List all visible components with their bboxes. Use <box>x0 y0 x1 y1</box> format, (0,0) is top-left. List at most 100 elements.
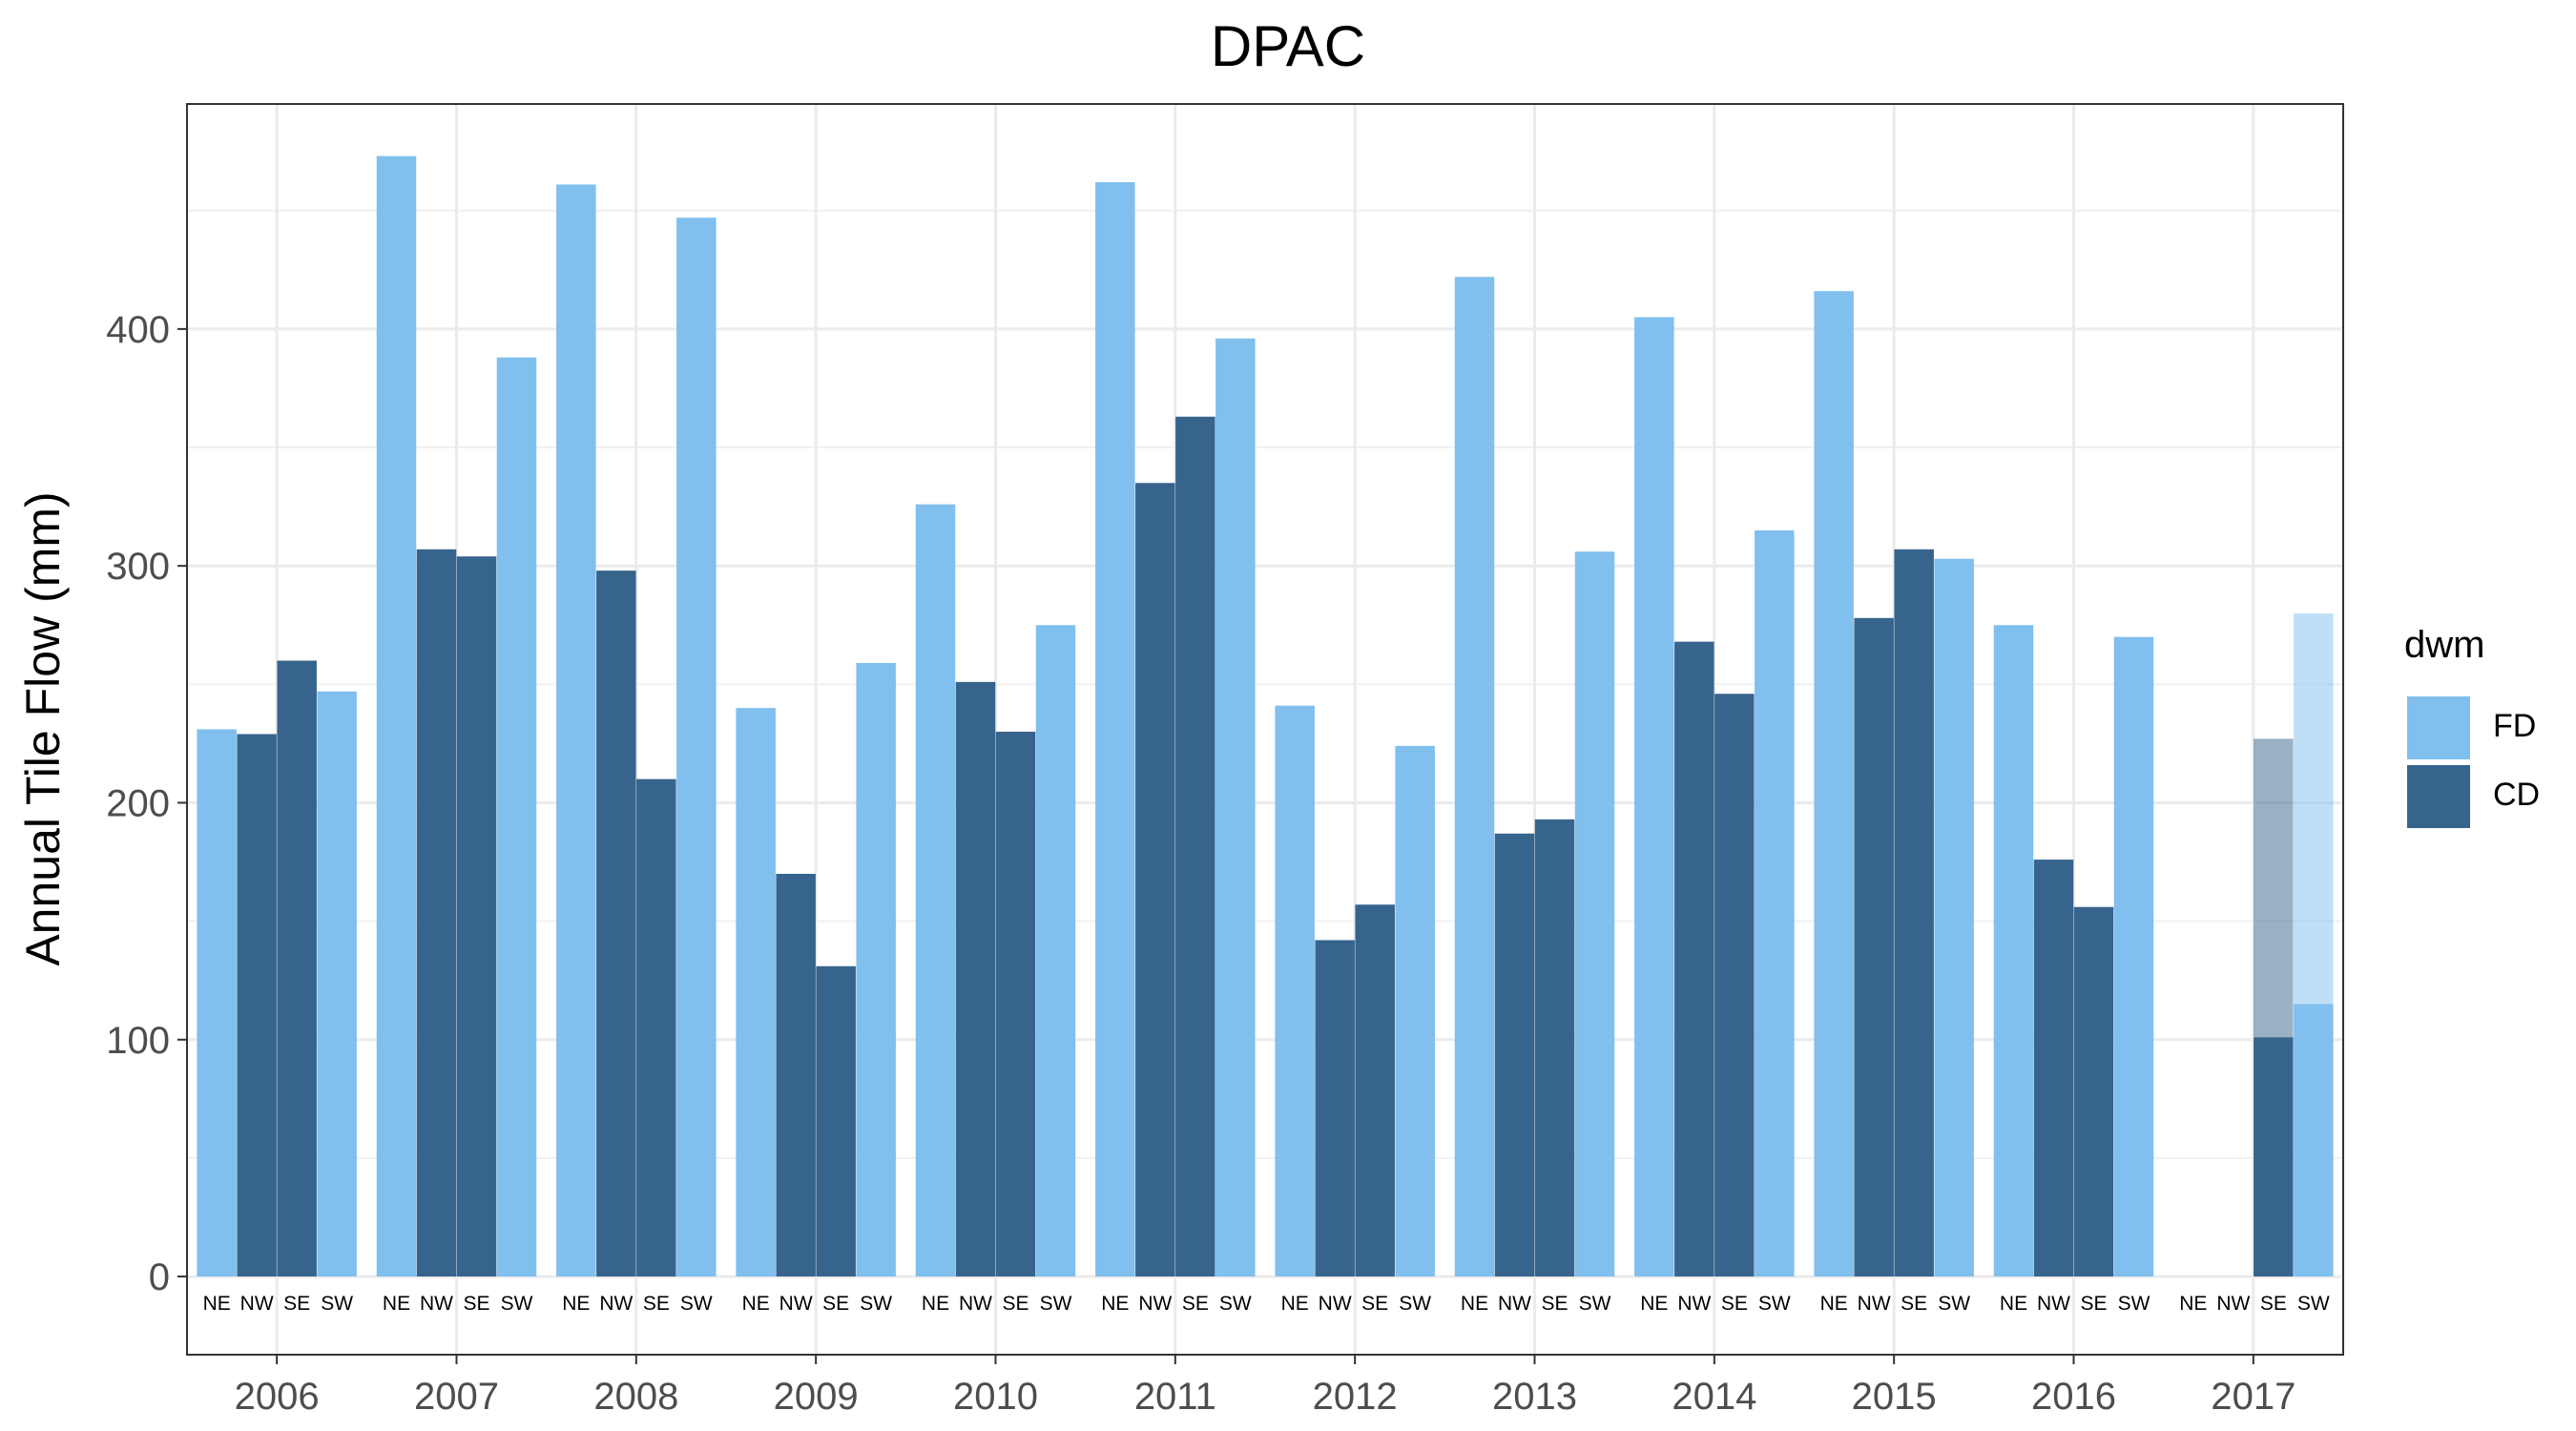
x-tick-label: 2017 <box>2211 1376 2296 1418</box>
site-label: NW <box>240 1293 274 1315</box>
site-label: NE <box>922 1293 949 1315</box>
y-tick-label: 200 <box>106 782 170 824</box>
bar-2015-ne <box>1814 291 1854 1277</box>
bar-2011-sw <box>1215 338 1256 1277</box>
site-label: NW <box>2037 1293 2070 1315</box>
x-tick-label: 2009 <box>774 1376 859 1418</box>
site-label: SE <box>2260 1293 2287 1315</box>
site-label: SW <box>1219 1293 1252 1315</box>
x-tick-label: 2016 <box>2031 1376 2116 1418</box>
site-label: SW <box>1579 1293 1611 1315</box>
bar-2008-nw <box>596 570 636 1277</box>
site-label: SW <box>860 1293 892 1315</box>
site-label: SW <box>1938 1293 1970 1315</box>
bar-2009-ne <box>736 708 776 1277</box>
site-label: NW <box>1138 1293 1172 1315</box>
site-label: NE <box>383 1293 410 1315</box>
site-label: SE <box>463 1293 489 1315</box>
bar-2009-nw <box>776 873 816 1277</box>
x-tick-label: 2015 <box>1852 1376 1937 1418</box>
y-tick-label: 400 <box>106 309 170 351</box>
axes: 0 100 200 300 400 2006 2007 2008 2009 2010 2011 201… <box>106 309 2296 1418</box>
site-label: SW <box>1040 1293 1072 1315</box>
bar-2012-se <box>1355 904 1395 1277</box>
site-label: NE <box>1281 1293 1309 1315</box>
bar-2007-nw <box>416 549 457 1277</box>
chart-title: DPAC <box>1210 14 1366 78</box>
bar-2016-sw <box>2113 636 2154 1277</box>
site-label: SW <box>1399 1293 1431 1315</box>
site-label: NE <box>2000 1293 2027 1315</box>
site-label: NE <box>1640 1293 1668 1315</box>
panel-border <box>186 103 2344 1356</box>
bar-2015-nw <box>1854 617 1894 1277</box>
bar-2006-nw <box>237 734 277 1277</box>
bar-2009-se <box>816 965 856 1277</box>
bar-2010-se <box>995 731 1036 1277</box>
site-label: NW <box>959 1293 992 1315</box>
site-label: NW <box>1498 1293 1531 1315</box>
site-label: NW <box>1319 1293 1352 1315</box>
site-label: SE <box>643 1293 670 1315</box>
bar-2008-se <box>636 778 676 1277</box>
bar-2008-ne <box>556 184 596 1277</box>
y-tick-label: 300 <box>106 546 170 588</box>
site-label: NW <box>1858 1293 1891 1315</box>
legend-key-fd <box>2407 696 2470 759</box>
bar-2011-nw <box>1135 483 1175 1277</box>
bar-2014-ne <box>1634 317 1674 1277</box>
bar-2006-sw <box>317 691 357 1277</box>
bar-2011-se <box>1175 416 1215 1277</box>
bar-2016-nw <box>2033 860 2074 1277</box>
bar-2017-sw <box>2294 1004 2334 1277</box>
grid-lines <box>187 104 2343 1355</box>
site-label: NE <box>1820 1293 1848 1315</box>
legend-title: dwm <box>2404 624 2485 666</box>
site-label: NW <box>1677 1293 1711 1315</box>
y-tick-label: 0 <box>149 1256 170 1298</box>
bar-2012-nw <box>1315 940 1355 1277</box>
site-label: SE <box>2080 1293 2107 1315</box>
bar-2006-se <box>277 660 317 1277</box>
bar-2015-se <box>1894 549 1934 1277</box>
bar-2006-ne <box>197 729 237 1277</box>
site-label: SW <box>2118 1293 2150 1315</box>
bar-2017-sw-faded <box>2294 612 2334 1005</box>
bar-2013-nw <box>1494 833 1535 1277</box>
bar-2011-ne <box>1095 181 1135 1277</box>
x-tick-label: 2006 <box>235 1376 320 1418</box>
x-tick-label: 2007 <box>414 1376 499 1418</box>
bar-2007-se <box>456 556 497 1277</box>
site-label: SW <box>680 1293 713 1315</box>
bar-2012-sw <box>1395 745 1435 1277</box>
bar-2016-se <box>2073 906 2114 1277</box>
site-label: SW <box>501 1293 533 1315</box>
site-label: SE <box>1541 1293 1568 1315</box>
bar-2010-nw <box>955 681 996 1277</box>
bar-2014-nw <box>1674 641 1714 1277</box>
y-tick-label: 100 <box>106 1020 170 1062</box>
site-label: SE <box>1182 1293 1209 1315</box>
site-label: SE <box>283 1293 310 1315</box>
site-label: NE <box>742 1293 770 1315</box>
site-label: NW <box>2216 1293 2250 1315</box>
legend-key-cd <box>2407 765 2470 828</box>
x-tick-label: 2011 <box>1134 1376 1216 1418</box>
bar-2007-sw <box>496 357 537 1277</box>
bar-2012-ne <box>1275 705 1315 1277</box>
site-label: NE <box>1461 1293 1488 1315</box>
site-label: SW <box>321 1293 353 1315</box>
bar-2010-ne <box>915 504 956 1277</box>
bar-2016-ne <box>1993 625 2034 1277</box>
bar-2017-se-faded <box>2254 738 2294 1038</box>
bar-2008-sw <box>676 218 717 1277</box>
site-label: NE <box>203 1293 231 1315</box>
x-tick-label: 2014 <box>1672 1376 1756 1418</box>
x-tick-label: 2013 <box>1492 1376 1577 1418</box>
site-label: NW <box>779 1293 813 1315</box>
bar-2007-ne <box>376 156 417 1277</box>
bar-2013-se <box>1534 819 1575 1277</box>
site-label: SW <box>2297 1293 2330 1315</box>
legend-label-fd: FD <box>2493 708 2537 744</box>
bar-2009-sw <box>856 662 896 1277</box>
